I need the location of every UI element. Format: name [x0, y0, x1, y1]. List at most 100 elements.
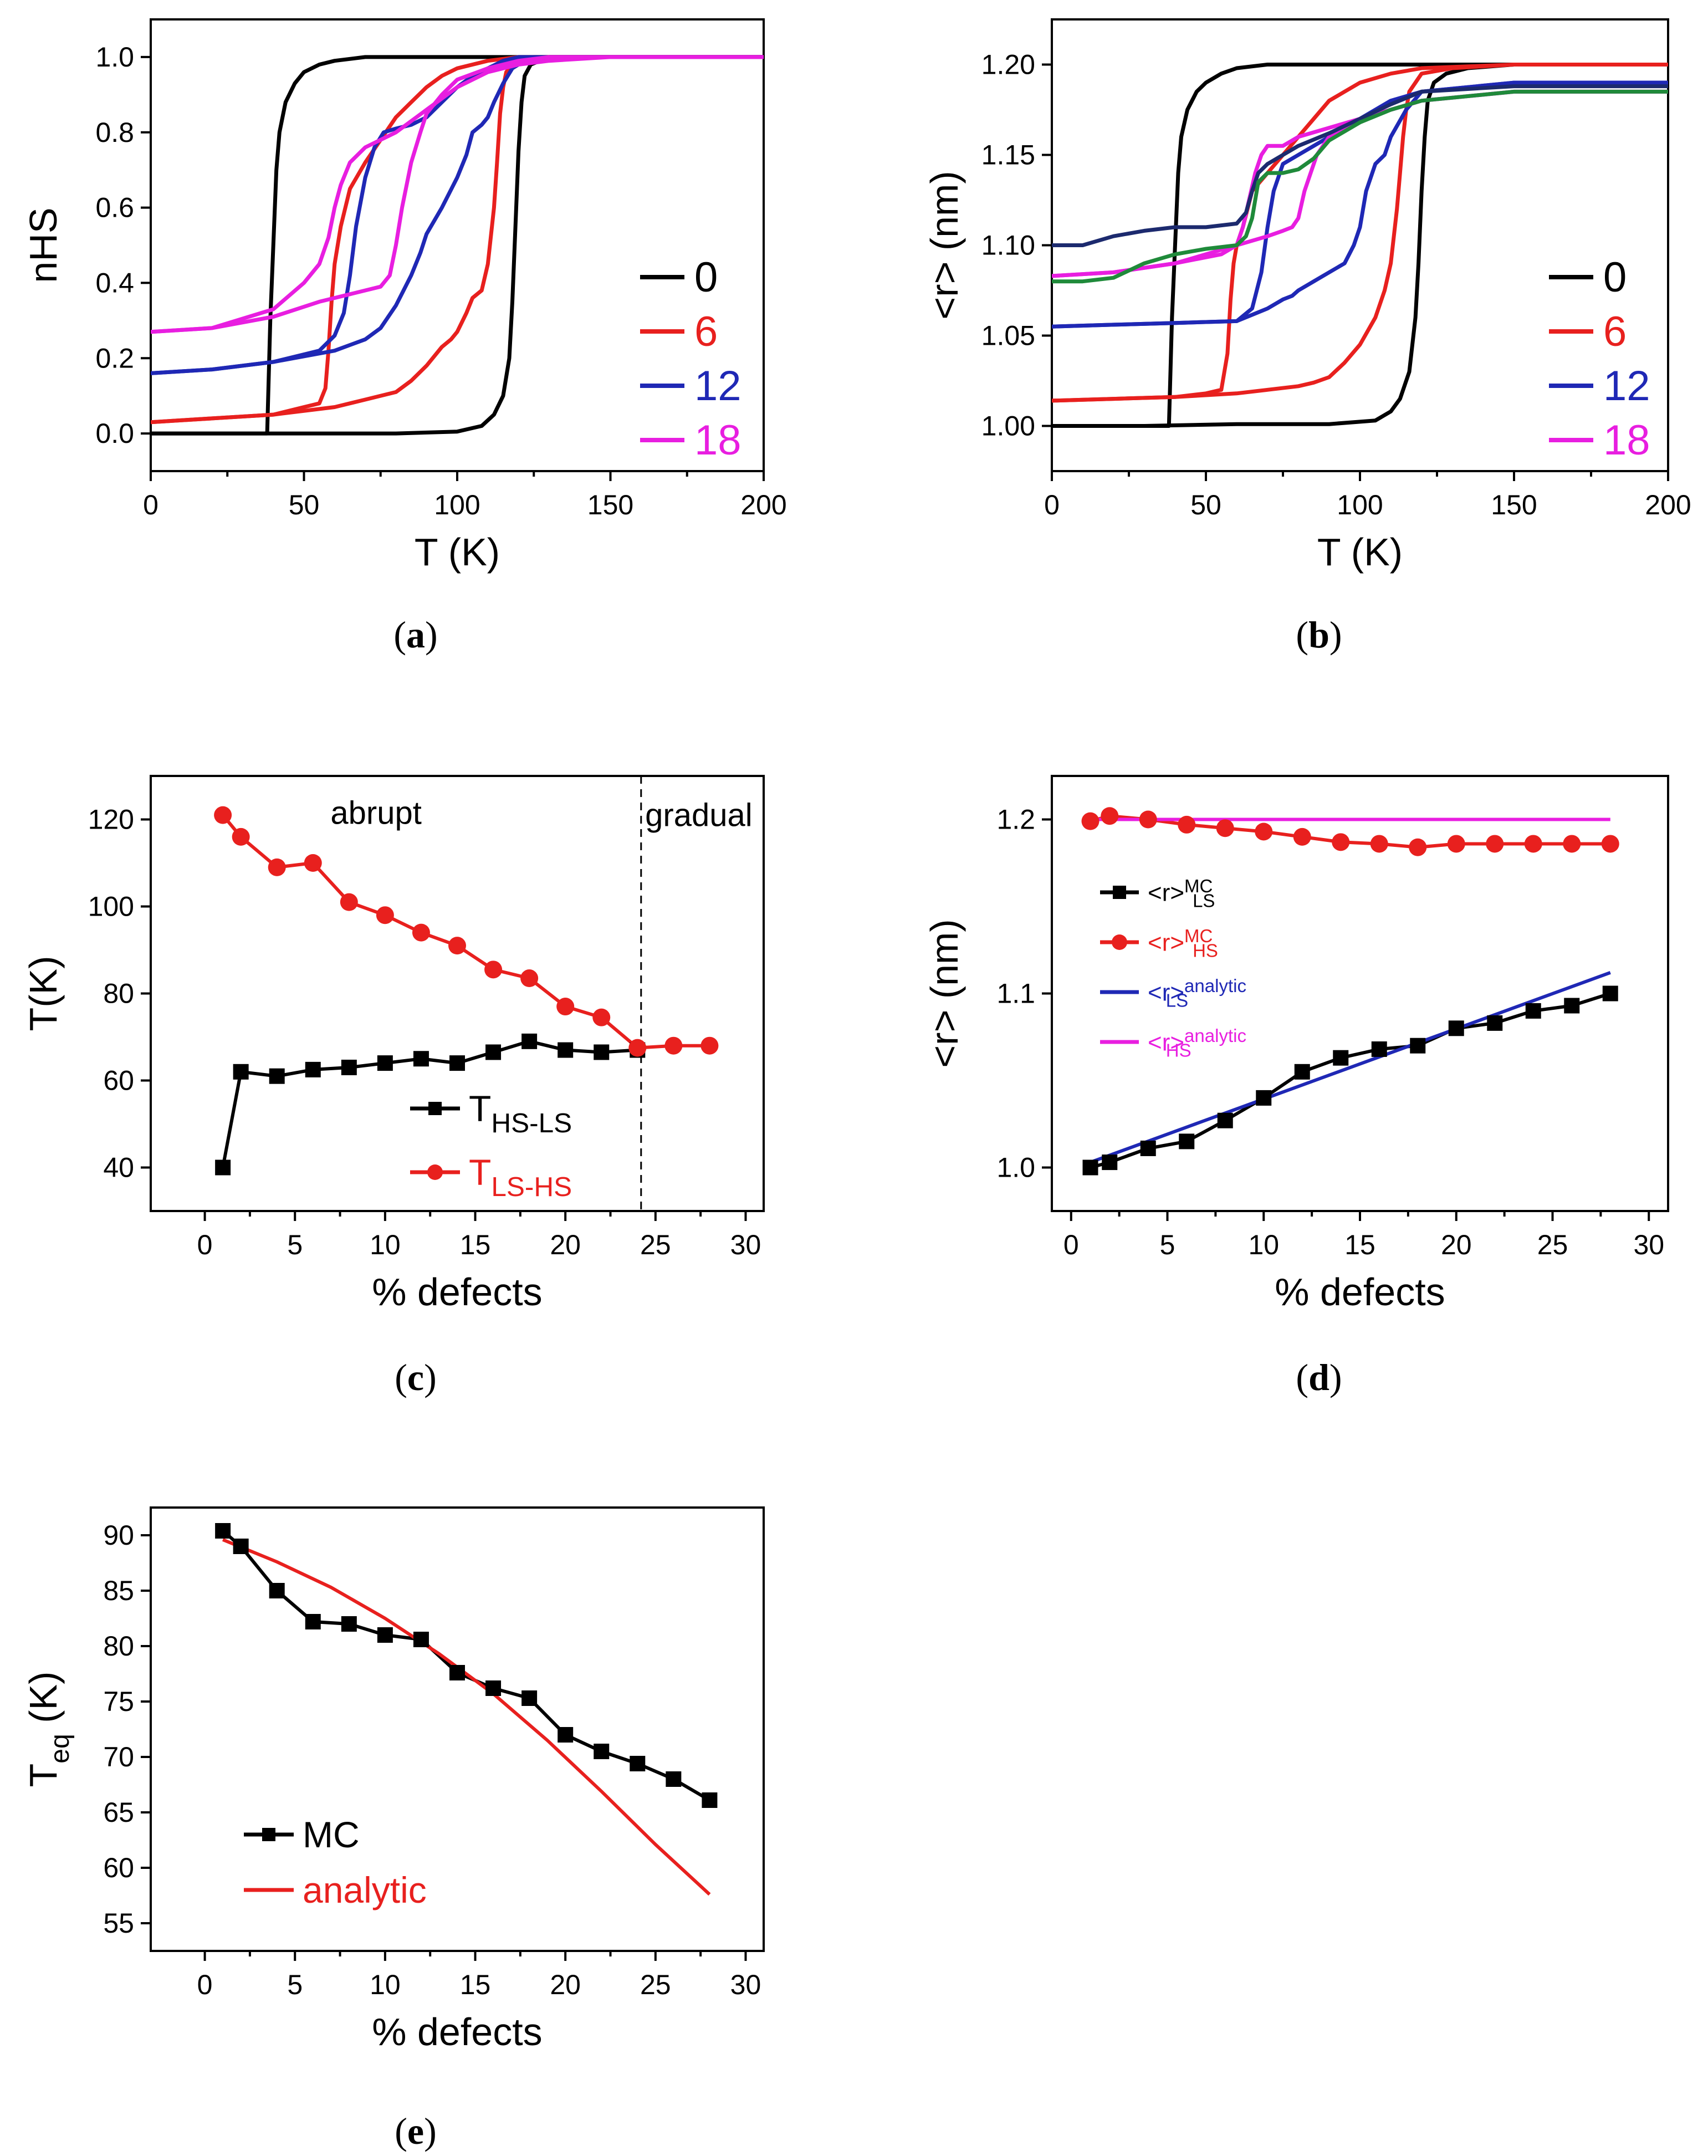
y-tick-label: 60 — [103, 1852, 134, 1883]
x-tick-label: 30 — [730, 1969, 761, 2000]
caption-a: (a) — [393, 614, 437, 656]
y-tick-label: 1.10 — [981, 230, 1035, 261]
data-point — [269, 1068, 285, 1084]
data-point — [485, 1680, 502, 1696]
x-tick-label: 150 — [587, 489, 633, 520]
caption-c-letter: c — [407, 1356, 424, 1398]
x-tick-label: 25 — [640, 1969, 671, 2000]
data-point — [268, 858, 286, 876]
x-tick-label: 15 — [1344, 1229, 1375, 1260]
x-axis-label: T (K) — [1317, 530, 1403, 574]
legend-label-main: <r> — [1148, 929, 1184, 956]
legend-label: <r>analytic LS — [1148, 975, 1246, 1010]
x-tick-label: 10 — [370, 1969, 401, 2000]
legend-label-sub: LS — [1166, 990, 1188, 1010]
y-tick-label: 55 — [103, 1908, 134, 1939]
caption-e-letter: e — [407, 2110, 424, 2152]
legend-label-sup: analytic — [1184, 1025, 1246, 1046]
series-line-18-heating — [151, 55, 764, 334]
x-tick-label: 25 — [1537, 1229, 1568, 1260]
legend-label-main: T — [469, 1152, 491, 1193]
x-tick-label: 20 — [550, 1969, 581, 2000]
data-point — [1332, 833, 1350, 851]
series-line-extra-extra — [1052, 84, 1668, 247]
caption-b-letter: b — [1308, 614, 1329, 656]
legend-label-sub: LS-HS — [491, 1172, 572, 1202]
legend-label-sub: HS — [1193, 940, 1218, 961]
x-axis-label: % defects — [372, 2010, 542, 2053]
series-line-0-cooling — [1052, 63, 1668, 428]
data-point — [413, 1051, 429, 1067]
data-point — [484, 961, 503, 979]
y-axis-label-tail: (K) — [22, 1672, 65, 1734]
x-tick-label: 30 — [730, 1229, 761, 1260]
x-tick-label: 10 — [370, 1229, 401, 1260]
y-axis-label: Teq (K) — [22, 1672, 75, 1787]
x-tick-label: 150 — [1491, 489, 1537, 520]
y-tick-label: 90 — [103, 1520, 134, 1551]
data-point — [1217, 1112, 1233, 1128]
legend: 0 6 12 18 — [1549, 254, 1650, 464]
y-tick-label: 75 — [103, 1686, 134, 1717]
data-point — [1410, 1038, 1426, 1054]
legend-marker — [262, 1828, 275, 1841]
plot-area — [1052, 63, 1668, 428]
data-point — [1487, 1015, 1503, 1031]
data-point — [233, 1064, 249, 1080]
legend: <r>MC LS <r>MC HS <r>analytic LS <r>analytic HS — [1100, 876, 1246, 1060]
data-point — [1081, 812, 1100, 830]
data-point — [521, 1690, 538, 1706]
legend-label: 0 — [1603, 254, 1627, 301]
y-tick-label: 80 — [103, 1631, 134, 1662]
data-point — [215, 1159, 231, 1176]
y-tick-label: 1.2 — [996, 804, 1035, 835]
plot-area — [151, 55, 764, 436]
data-point — [1371, 1041, 1387, 1057]
x-tick-label: 10 — [1248, 1229, 1279, 1260]
y-tick-label: 85 — [103, 1575, 134, 1606]
legend-label: <r>MC HS — [1148, 926, 1218, 961]
data-point — [448, 937, 466, 955]
data-point — [412, 923, 430, 942]
x-tick-label: 200 — [1645, 489, 1691, 520]
x-tick-label: 5 — [1160, 1229, 1175, 1260]
data-point — [1370, 835, 1388, 853]
series-line-extra-extra — [1052, 89, 1668, 284]
caption-d-letter: d — [1308, 1356, 1329, 1398]
y-axis-label: <r> (nm) — [923, 171, 966, 319]
y-tick-label: 80 — [103, 978, 134, 1009]
data-point — [594, 1044, 610, 1060]
x-tick-label: 0 — [197, 1229, 213, 1260]
legend-label-sub: HS — [1166, 1040, 1191, 1060]
data-point — [1563, 835, 1581, 853]
data-point — [215, 1523, 231, 1539]
y-tick-label: 40 — [103, 1152, 134, 1183]
data-point — [485, 1044, 502, 1060]
data-point — [1602, 985, 1618, 1002]
data-point — [1139, 810, 1157, 829]
y-tick-label: 60 — [103, 1065, 134, 1096]
data-point — [1486, 835, 1504, 853]
series-line-12-cooling — [1052, 80, 1668, 329]
caption-c: (c) — [395, 1356, 437, 1398]
plot-area — [221, 814, 710, 1168]
y-tick-label: 65 — [103, 1797, 134, 1828]
data-point — [269, 1583, 285, 1598]
legend-label: <r>analytic HS — [1148, 1025, 1246, 1060]
annotation-abrupt: abrupt — [330, 795, 421, 831]
legend-label-sub: LS — [1193, 890, 1215, 911]
data-point — [628, 1039, 647, 1057]
legend: 0 6 12 18 — [640, 254, 742, 464]
x-tick-label: 100 — [1337, 489, 1383, 520]
data-point — [664, 1036, 683, 1055]
y-tick-label: 0.8 — [95, 117, 134, 148]
series-line-<r>_LS^analytic — [1090, 970, 1611, 1164]
legend-label: 6 — [694, 308, 718, 355]
y-axis-label-sub: eq — [45, 1734, 75, 1763]
x-tick-label: 25 — [640, 1229, 671, 1260]
data-point — [556, 998, 575, 1016]
legend-label-sup: MC — [1184, 926, 1213, 946]
x-tick-label: 15 — [460, 1229, 491, 1260]
series-line-<r>_LS^MC — [1090, 992, 1611, 1169]
